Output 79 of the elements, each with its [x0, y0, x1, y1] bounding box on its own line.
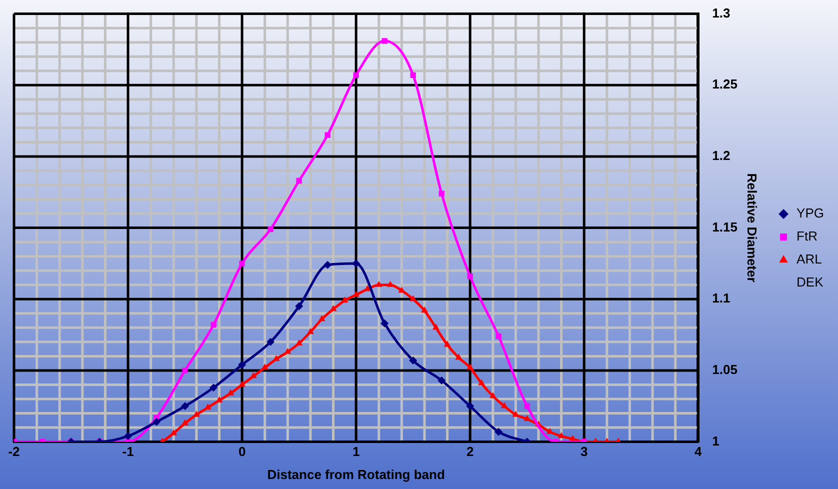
y-tick-label: 1.15 [712, 219, 738, 234]
point [250, 372, 257, 378]
point [410, 295, 417, 302]
point [318, 315, 326, 322]
point [307, 328, 314, 334]
point [352, 259, 360, 268]
point [466, 402, 474, 410]
x-tick-label: 3 [580, 444, 588, 460]
point [170, 429, 178, 436]
x-axis-title: Distance from Rotating band [267, 466, 445, 482]
point [296, 339, 303, 346]
y-tick-label: 1.3 [712, 5, 730, 20]
point [467, 273, 473, 280]
point [438, 190, 444, 196]
point [494, 428, 503, 436]
x-tick-label: -2 [8, 444, 20, 460]
point [496, 333, 502, 340]
point [239, 260, 245, 266]
point [409, 356, 418, 364]
point [227, 389, 234, 396]
point [398, 286, 406, 293]
legend-label: YPG [796, 206, 824, 221]
point [324, 260, 332, 269]
point [324, 132, 330, 138]
y-tick-label: 1.25 [712, 76, 738, 92]
point [266, 338, 275, 346]
point [478, 379, 485, 386]
point [192, 410, 200, 417]
point [210, 322, 216, 328]
legend-label: FtR [796, 228, 818, 244]
text: DEK [796, 274, 824, 290]
point [455, 354, 462, 360]
x-tick-label: 1 [352, 444, 360, 460]
point [330, 305, 337, 312]
point [261, 364, 268, 370]
x-tick-label: 2 [466, 444, 474, 460]
point [489, 392, 496, 398]
y-tick-label: 1.2 [712, 148, 730, 164]
point [558, 432, 565, 438]
point [341, 296, 348, 303]
point [152, 418, 161, 426]
point [438, 376, 446, 384]
point [410, 72, 416, 78]
point [500, 402, 508, 408]
point [268, 226, 274, 232]
legend-label: ARL [796, 252, 822, 267]
point [210, 384, 218, 392]
point [352, 290, 360, 297]
point [284, 348, 292, 354]
point [382, 38, 388, 44]
point [386, 280, 394, 287]
point [432, 324, 440, 330]
point [216, 396, 223, 402]
point [295, 302, 304, 310]
y-tick-label: 1 [712, 433, 720, 448]
point [272, 355, 280, 362]
point [546, 428, 554, 434]
point [524, 403, 530, 409]
point [204, 404, 212, 410]
point [353, 72, 359, 78]
point [124, 432, 132, 440]
point [444, 340, 451, 347]
point [182, 419, 188, 426]
point [380, 319, 389, 328]
y-tick-label: 1.05 [712, 362, 738, 378]
point [238, 360, 246, 369]
x-tick-label: 4 [694, 444, 703, 460]
x-tick-label: 0 [238, 444, 246, 460]
point [238, 380, 246, 387]
point [364, 285, 371, 292]
point [375, 280, 382, 287]
point [181, 402, 190, 410]
point [421, 306, 428, 313]
x-tick-label: -1 [122, 444, 134, 460]
y-axis-title: Relative Diameter [744, 173, 760, 282]
point [466, 364, 474, 370]
point [296, 178, 302, 184]
y-tick-label: 1.1 [712, 290, 730, 306]
point [182, 368, 188, 374]
